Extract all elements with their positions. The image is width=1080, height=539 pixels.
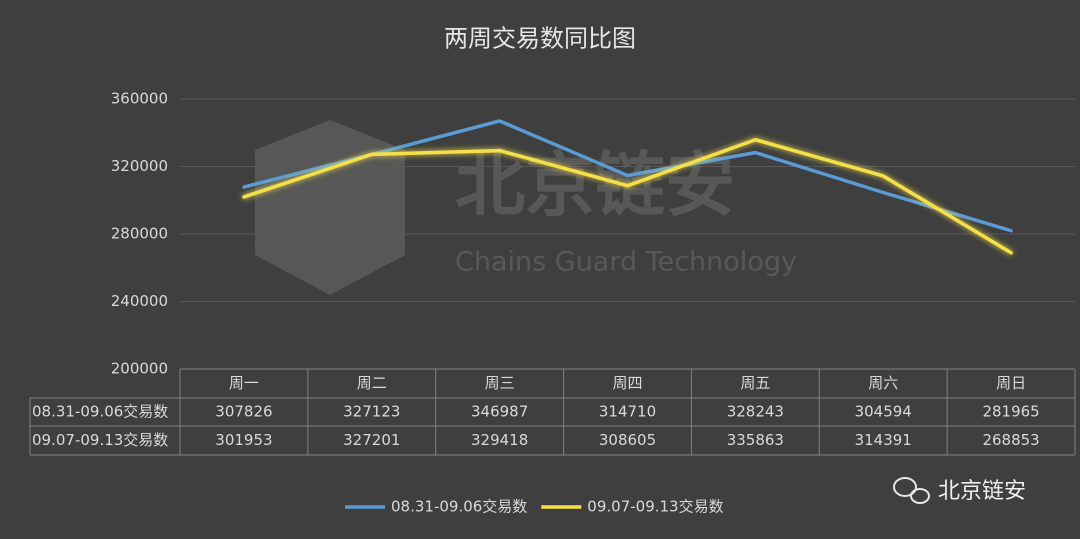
legend-label: 08.31-09.06交易数 <box>391 498 527 516</box>
table-cell: 328243 <box>727 403 784 421</box>
table-cell: 346987 <box>471 403 528 421</box>
table-cell: 304594 <box>855 403 912 421</box>
table-cell: 307826 <box>215 403 272 421</box>
table-cell: 327123 <box>343 403 400 421</box>
x-tick-label: 周五 <box>740 374 770 392</box>
y-tick-label: 240000 <box>111 292 168 310</box>
x-tick-label: 周日 <box>996 374 1026 392</box>
table-cell: 308605 <box>599 431 656 449</box>
watermark-subtitle: Chains Guard Technology <box>455 247 797 278</box>
table-cell: 314710 <box>599 403 656 421</box>
table-cell: 329418 <box>471 431 528 449</box>
table-cell: 314391 <box>855 431 912 449</box>
watermark-logo <box>255 120 405 295</box>
x-tick-label: 周二 <box>357 374 387 392</box>
x-tick-label: 周四 <box>612 374 642 392</box>
table-row-label: 08.31-09.06交易数 <box>32 403 168 421</box>
table-cell: 301953 <box>215 431 272 449</box>
table-cell: 281965 <box>982 403 1039 421</box>
series-line <box>242 137 1013 255</box>
brand: 北京链安 <box>893 477 1026 504</box>
table-cell: 335863 <box>727 431 784 449</box>
table-row-label: 09.07-09.13交易数 <box>32 431 168 449</box>
legend-label: 09.07-09.13交易数 <box>587 498 723 516</box>
x-tick-label: 周三 <box>485 374 515 392</box>
y-tick-label: 280000 <box>111 225 168 243</box>
brand-name: 北京链安 <box>938 479 1026 504</box>
table-cell: 327201 <box>343 431 400 449</box>
watermark: 北京链安 Chains Guard Technology <box>255 120 797 295</box>
chart-title: 两周交易数同比图 <box>444 25 636 53</box>
watermark-text: 北京链安 <box>455 144 735 226</box>
x-tick-label: 周一 <box>229 374 259 392</box>
wechat-icon <box>893 477 917 497</box>
x-tick-label: 周六 <box>868 374 898 392</box>
table-cell: 268853 <box>982 431 1039 449</box>
y-tick-label: 320000 <box>111 157 168 175</box>
y-tick-label: 360000 <box>111 90 168 108</box>
wechat-icon <box>910 488 930 504</box>
y-tick-label: 200000 <box>111 360 168 378</box>
